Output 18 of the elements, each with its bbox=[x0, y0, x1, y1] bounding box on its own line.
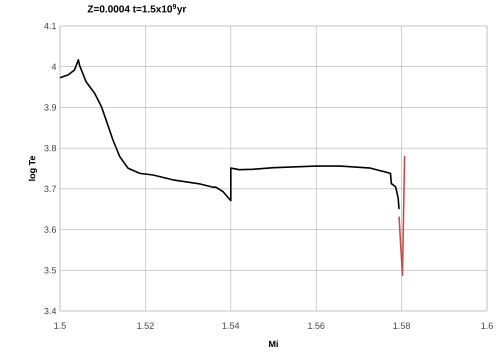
x-tick-label: 1.5 bbox=[54, 322, 66, 329]
x-tick-label: 1.52 bbox=[137, 322, 154, 329]
y-tick-label: 3.5 bbox=[44, 267, 56, 274]
y-tick-label: 3.4 bbox=[44, 308, 56, 314]
y-tick-label: 3.6 bbox=[44, 226, 56, 233]
x-tick-label: 1.58 bbox=[394, 322, 410, 329]
y-tick-label: 3.9 bbox=[44, 104, 56, 111]
y-axis-title: log Te bbox=[28, 156, 38, 181]
chart-title: Z=0.0004 t=1.5x10$^{9}$yr bbox=[88, 4, 186, 14]
x-tick-label: 1.54 bbox=[222, 322, 240, 329]
y-tick-label: 3.8 bbox=[44, 144, 56, 152]
x-tick-label: 1.56 bbox=[308, 322, 325, 329]
x-tick-label: 1.6 bbox=[481, 322, 493, 329]
x-axis-title: Mi bbox=[269, 340, 278, 348]
y-tick-label: 3.7 bbox=[44, 186, 56, 192]
y-tick-label: 4.1 bbox=[44, 22, 56, 30]
line-series bbox=[60, 58, 400, 210]
y-tick-label: 4 bbox=[52, 64, 56, 70]
